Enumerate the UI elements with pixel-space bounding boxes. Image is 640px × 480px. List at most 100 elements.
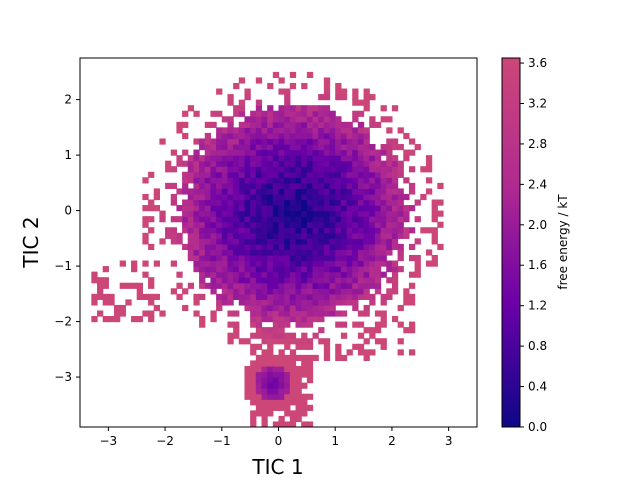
heatmap-cell bbox=[357, 260, 365, 267]
heatmap-cell bbox=[267, 360, 274, 367]
heatmap-cell bbox=[261, 155, 268, 162]
heatmap-cell bbox=[340, 193, 348, 201]
heatmap-cell bbox=[238, 138, 246, 145]
heatmap-cell bbox=[238, 99, 246, 106]
heatmap-cell bbox=[250, 410, 257, 417]
heatmap-cell bbox=[267, 260, 274, 267]
heatmap-cell bbox=[142, 232, 149, 239]
heatmap-cell bbox=[261, 144, 268, 151]
heatmap-cell bbox=[114, 304, 121, 312]
heatmap-cell bbox=[278, 199, 285, 206]
heatmap-cell bbox=[278, 304, 285, 312]
heatmap-cell bbox=[284, 110, 291, 117]
heatmap-cell bbox=[369, 155, 376, 162]
heatmap-cell bbox=[312, 210, 319, 217]
heatmap-cell bbox=[306, 266, 314, 273]
heatmap-cell bbox=[221, 210, 229, 217]
heatmap-cell bbox=[312, 116, 319, 123]
heatmap-cell bbox=[187, 171, 195, 178]
heatmap-cell bbox=[306, 210, 314, 217]
heatmap-cell bbox=[340, 310, 348, 317]
heatmap-cell bbox=[374, 238, 382, 245]
heatmap-cell bbox=[142, 177, 149, 184]
heatmap-cell bbox=[323, 193, 331, 201]
heatmap-cell bbox=[357, 193, 365, 201]
heatmap-cell bbox=[176, 282, 183, 289]
heatmap-cell bbox=[318, 155, 325, 162]
heatmap-cell bbox=[369, 144, 376, 151]
heatmap-cell bbox=[352, 110, 359, 117]
heatmap-cell bbox=[323, 110, 331, 117]
heatmap-cell bbox=[267, 243, 274, 251]
heatmap-cell bbox=[357, 277, 365, 284]
heatmap-cell bbox=[352, 166, 359, 173]
heatmap-cell bbox=[386, 293, 393, 300]
heatmap-cell bbox=[267, 155, 274, 162]
heatmap-cell bbox=[250, 110, 257, 117]
heatmap-cell bbox=[391, 177, 399, 184]
heatmap-cell bbox=[323, 121, 331, 128]
heatmap-cell bbox=[272, 266, 280, 273]
heatmap-cell bbox=[369, 210, 376, 217]
heatmap-cell bbox=[182, 121, 189, 128]
heatmap-cell bbox=[187, 166, 195, 173]
heatmap-cell bbox=[267, 110, 274, 117]
heatmap-cell bbox=[306, 160, 314, 167]
heatmap-cell bbox=[408, 138, 416, 145]
heatmap-cell bbox=[295, 110, 302, 117]
heatmap-cell bbox=[216, 88, 223, 95]
heatmap-cell bbox=[255, 277, 263, 284]
heatmap-cell bbox=[323, 88, 331, 95]
heatmap-cell bbox=[386, 177, 393, 184]
heatmap-cell bbox=[193, 199, 200, 206]
heatmap-cell bbox=[374, 160, 382, 167]
heatmap-cell bbox=[437, 182, 444, 189]
heatmap-cell bbox=[267, 266, 274, 273]
heatmap-cell bbox=[318, 282, 325, 289]
heatmap-cell bbox=[182, 182, 189, 189]
heatmap-cell bbox=[346, 182, 353, 189]
heatmap-cell bbox=[335, 354, 342, 362]
heatmap-cell bbox=[352, 293, 359, 300]
heatmap-cell bbox=[391, 316, 399, 323]
heatmap-cell bbox=[267, 365, 274, 373]
heatmap-cell bbox=[312, 105, 319, 112]
heatmap-cell bbox=[221, 193, 229, 201]
heatmap-cell bbox=[340, 88, 348, 95]
heatmap-cell bbox=[352, 254, 359, 262]
heatmap-cell bbox=[216, 238, 223, 245]
heatmap-cell bbox=[397, 249, 404, 256]
heatmap-cell bbox=[329, 121, 336, 128]
heatmap-cell bbox=[238, 232, 246, 239]
heatmap-cell bbox=[397, 188, 404, 195]
heatmap-cell bbox=[233, 232, 240, 239]
heatmap-cell bbox=[323, 160, 331, 167]
heatmap-cell bbox=[346, 266, 353, 273]
heatmap-cell bbox=[272, 110, 280, 117]
heatmap-cell bbox=[187, 254, 195, 262]
heatmap-cell bbox=[199, 232, 206, 239]
heatmap-cell bbox=[318, 205, 325, 212]
heatmap-cell bbox=[340, 144, 348, 151]
heatmap-cell bbox=[318, 266, 325, 273]
heatmap-cell bbox=[255, 365, 263, 373]
heatmap-cell bbox=[346, 288, 353, 295]
heatmap-cell bbox=[318, 271, 325, 278]
heatmap-cell bbox=[255, 199, 263, 206]
heatmap-cell bbox=[357, 199, 365, 206]
heatmap-cell bbox=[97, 288, 104, 295]
heatmap-cell bbox=[261, 421, 268, 427]
heatmap-cell bbox=[289, 105, 297, 112]
heatmap-cell bbox=[267, 349, 274, 356]
heatmap-cell bbox=[244, 393, 251, 400]
heatmap-cell bbox=[318, 216, 325, 223]
heatmap-cell bbox=[221, 232, 229, 239]
heatmap-cell bbox=[295, 171, 302, 178]
heatmap-cell bbox=[136, 293, 143, 300]
heatmap-cell bbox=[142, 310, 149, 317]
heatmap-cell bbox=[278, 365, 285, 373]
heatmap-cell bbox=[221, 249, 229, 256]
heatmap-cell bbox=[272, 144, 280, 151]
heatmap-cell bbox=[340, 332, 348, 339]
heatmap-cell bbox=[289, 127, 297, 134]
